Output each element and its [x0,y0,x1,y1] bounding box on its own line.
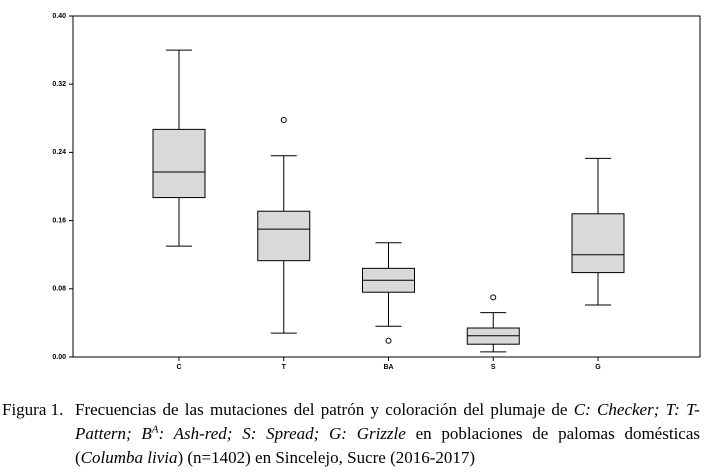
chart: 0.00 0.08 0.16 0.24 0.32 0.40 C T BA S G [52,13,701,371]
caption-text: Frecuencias de las mutaciones del patrón… [75,400,574,419]
outlier [280,117,287,124]
y-tick-label: 0.00 [52,354,66,361]
box [571,213,625,274]
y-tick-label: 0.24 [52,149,66,156]
x-tick-label: T [282,364,287,371]
caption-text: : Ash-red; S: Spread; G: Grizzle [158,424,406,443]
x-tick-label: S [491,364,496,371]
x-tick-label: G [595,364,601,371]
y-tick-label: 0.40 [52,13,66,20]
outlier [490,294,497,301]
x-tick-label: BA [383,364,393,371]
y-tick-label: 0.16 [52,217,66,224]
box [257,210,311,262]
caption: Figura 1. Frecuencias de las mutaciones d… [2,398,700,470]
caption-text: en poblaciones de palomas domésticas ( [75,424,700,467]
caption-text: C: Checker; T: T-Pattern; B [75,400,700,443]
y-tick-label: 0.08 [52,286,66,293]
outlier [385,337,392,344]
caption-text: ) (n=1402) en Sincelejo, Sucre (2016-201… [177,448,476,467]
x-tick-label: C [176,364,181,371]
plot-frame [72,15,701,358]
caption-text: Columba livia [80,448,178,467]
caption-text: A [151,423,159,436]
box [152,128,206,199]
y-tick-label: 0.32 [52,81,66,88]
caption-label: Figura 1. [2,400,64,419]
